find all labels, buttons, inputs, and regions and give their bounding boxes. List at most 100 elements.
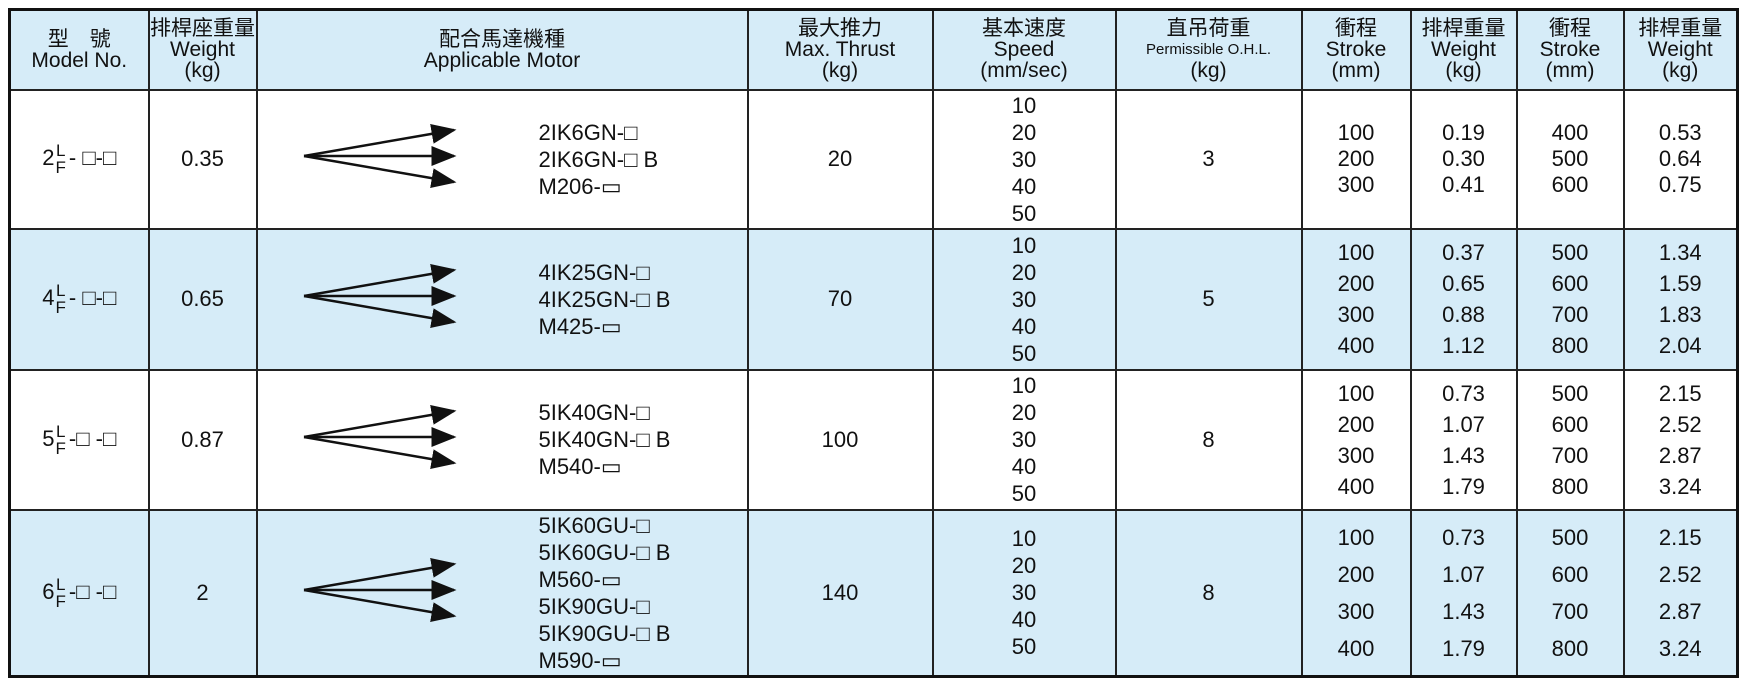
speed: 20 [1011,259,1037,285]
header-text: (kg) [1190,59,1227,83]
weight: 1.07 [1442,561,1485,587]
max-thrust: 140 [746,508,934,678]
model-suffix: -□ -□ [68,578,117,604]
header-text: (kg) [184,59,221,83]
speed: 50 [1011,200,1037,226]
weight: 2.04 [1658,333,1702,358]
stroke: 600 [1551,172,1589,197]
speed: 10 [1011,526,1037,552]
weight: 2.15 [1658,380,1702,406]
arrow-cell [255,368,501,511]
stroke: 600 [1551,561,1589,587]
base-weight: 0.87 [147,368,258,511]
stroke: 200 [1337,561,1375,587]
motor-model: 4IK25GN-□ B [538,286,671,312]
header-cell: 衝程 Stroke (mm) [1515,8,1625,91]
motor-model: 5IK40GN-□ B [538,427,671,452]
stroke: 300 [1337,442,1375,468]
base-weight: 0.35 [147,88,258,230]
weights-a: 0.73 1.07 1.43 1.79 [1409,368,1518,511]
speed: 50 [1011,481,1037,506]
ohl: 3 [1114,88,1303,230]
weight: 2.15 [1658,524,1702,550]
speed: 40 [1011,454,1037,479]
speed: 10 [1011,373,1037,398]
header-cell: 排桿重量 Weight (kg) [1409,8,1518,91]
model-upper: L [55,421,66,441]
strokes-b: 500 600 700 800 [1515,508,1625,678]
speeds-cell: 10 20 30 40 50 [931,227,1117,371]
header-text: 直吊荷重 [1166,17,1251,41]
weight: 1.83 [1658,302,1702,327]
model-cell: 6 L F -□ -□ [8,508,150,678]
speed: 30 [1011,286,1037,312]
motor-model: 2IK6GN-□ [538,119,638,145]
model-lower: F [55,158,66,177]
model-number: 6 [42,578,55,604]
ohl: 8 [1114,508,1303,678]
stroke: 800 [1551,635,1589,661]
weight: 1.43 [1442,598,1485,624]
speed: 10 [1011,92,1037,118]
stroke: 400 [1337,473,1375,499]
weight: 0.73 [1442,380,1485,406]
weight: 0.30 [1442,146,1485,171]
stroke: 200 [1337,271,1375,296]
motor-model: 5IK90GU-□ [538,593,650,619]
header-text: (kg) [1445,59,1482,83]
speed: 20 [1011,553,1037,579]
weight: 0.53 [1658,120,1702,145]
header-text: Weight [1647,38,1713,62]
speed: 20 [1011,119,1037,145]
header-text: (kg) [821,59,859,83]
header-cell: 排桿座重量 Weight (kg) [147,8,258,91]
speed: 30 [1011,580,1037,606]
stroke: 700 [1551,442,1589,468]
stroke: 800 [1551,473,1589,499]
weight: 2.87 [1658,598,1702,624]
arrow [303,154,457,189]
base-weight: 2 [147,508,258,678]
header-cell: 最大推力 Max. Thrust (kg) [746,8,934,91]
stroke: 500 [1551,146,1589,171]
stroke: 600 [1551,411,1589,437]
weights-b: 2.15 2.52 2.87 3.24 [1622,508,1739,678]
header-text: 衝程 [1335,17,1378,41]
speeds-cell: 10 20 30 40 50 [931,88,1117,230]
speed: 50 [1011,634,1037,660]
speed: 20 [1011,400,1037,425]
speed: 10 [1011,232,1037,258]
motor-model: M560-▭ [538,566,622,592]
ohl: 5 [1114,227,1303,371]
stroke: 500 [1551,380,1589,406]
max-thrust: 100 [746,368,934,511]
weight: 2.52 [1658,561,1702,587]
arrows [303,123,457,189]
strokes-a: 100 200 300 400 [1300,508,1412,678]
arrow-cell [255,508,501,678]
model-lower: F [55,298,66,317]
header-cell: 配合馬達機種 Applicable Motor [255,8,749,91]
header-cell: 衝程 Stroke (mm) [1300,8,1412,91]
arrow [303,263,457,298]
max-thrust: 20 [746,88,934,230]
model-number: 2 [42,144,55,170]
speed: 50 [1011,340,1037,366]
header-text: (mm) [1545,59,1595,83]
motors-cell: 4IK25GN-□ 4IK25GN-□ B M425-▭ [500,227,749,371]
table-body: 型 號 Model No. 排桿座重量 Weight (kg) 配合馬達機種 Applica… [8,8,1739,678]
stroke: 300 [1337,598,1375,624]
stroke: 500 [1551,240,1589,265]
speed: 40 [1011,607,1037,633]
strokes-a: 100 200 300 [1300,88,1412,230]
weight: 0.88 [1442,302,1485,327]
weights-b: 2.15 2.52 2.87 3.24 [1622,368,1739,511]
header-text: 排桿重量 [1638,17,1723,41]
header-text: Max. Thrust [784,38,896,62]
header-text: 排桿座重量 [150,17,255,41]
speed: 30 [1011,427,1037,452]
weight: 1.59 [1658,271,1702,296]
header-text: 型 號 [47,27,111,51]
header-text: 基本速度 [982,17,1067,41]
